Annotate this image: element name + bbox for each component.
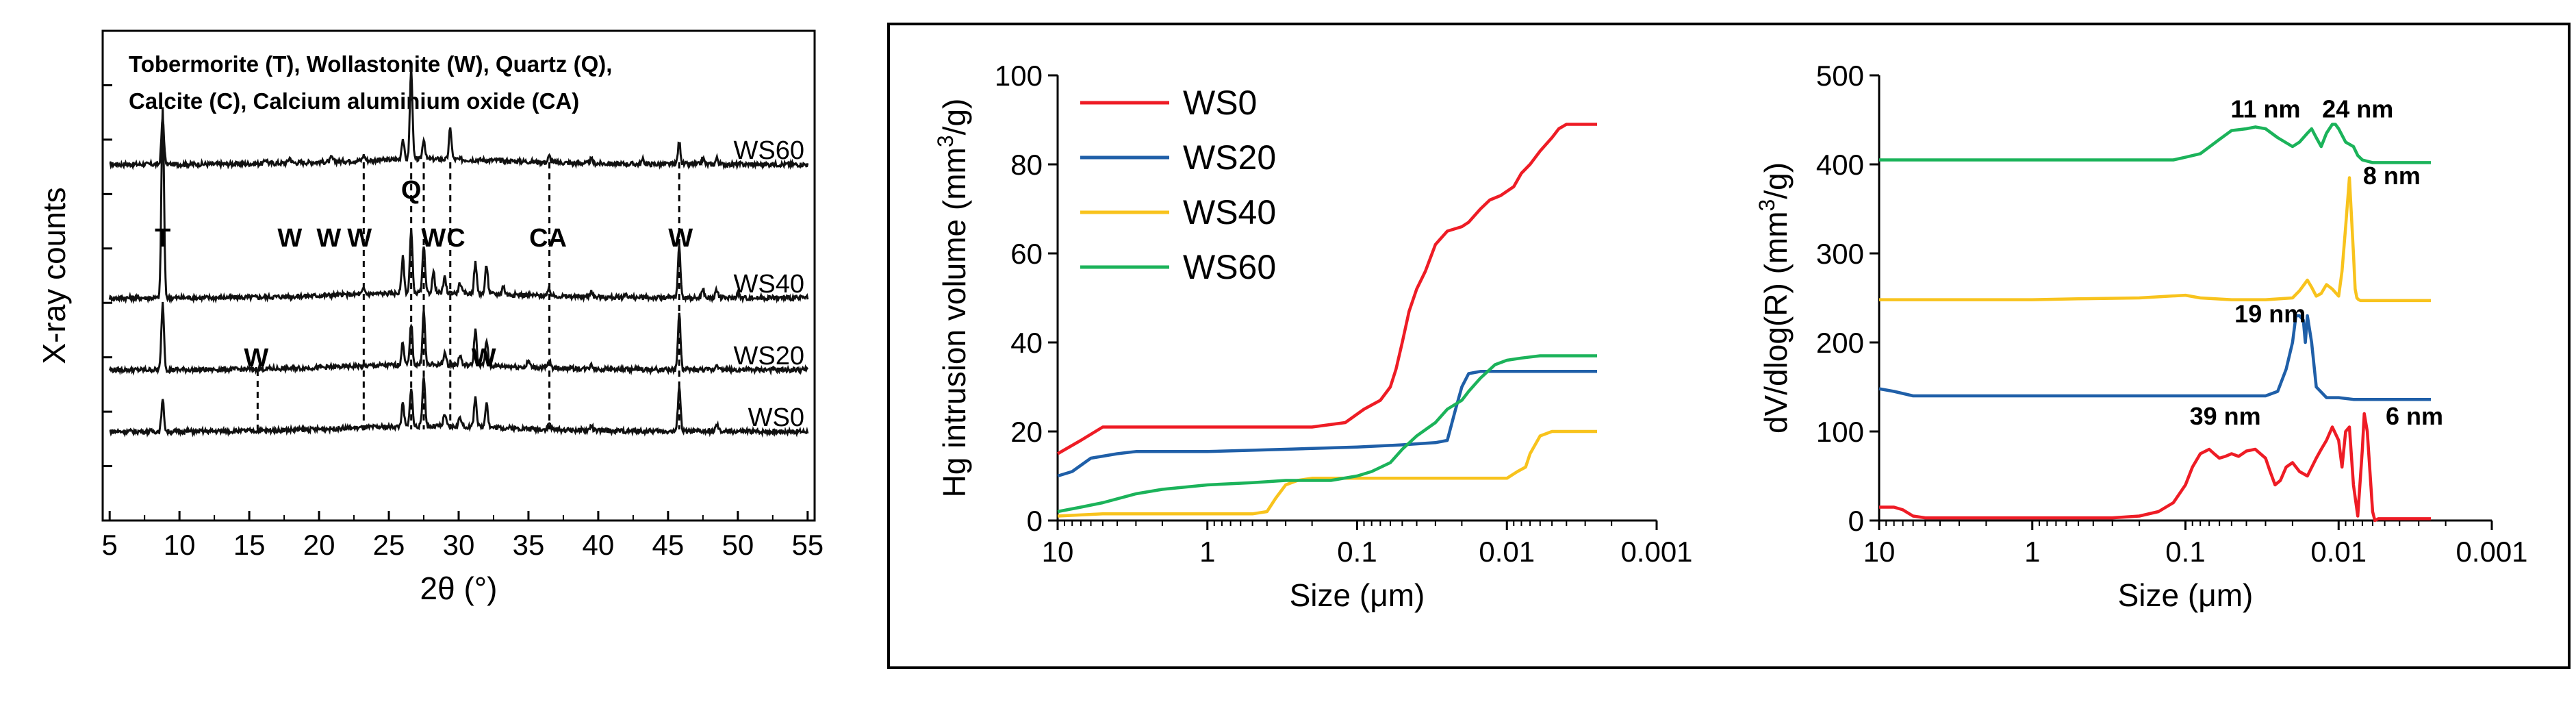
xrd-phase-marker-w: W: [668, 224, 693, 253]
xrd-x-tick-label: 25: [373, 529, 405, 561]
differential-x-tick-label: 1: [2024, 536, 2040, 568]
differential-y-tick-label: 300: [1816, 238, 1864, 270]
cumulative-y-tick-label: 40: [1010, 327, 1043, 359]
xrd-phase-marker-c: C: [446, 224, 465, 253]
differential-series-ws0: [1879, 412, 2431, 523]
xrd-x-tick-label: 10: [164, 529, 196, 561]
pore-size-annotation: 39 nm: [2190, 402, 2261, 430]
differential-y-axis-title-part: dV/dlog(R) (mm: [1758, 211, 1794, 434]
legend-label-ws20: WS20: [1183, 138, 1276, 177]
cumulative-x-tick-label: 0.01: [1479, 536, 1535, 568]
xrd-phase-marker-w: W: [421, 224, 446, 253]
differential-y-axis-title-part: /g): [1758, 162, 1794, 199]
right-panel-frame: [887, 23, 2571, 669]
pore-size-annotation: 11 nm: [2230, 95, 2300, 123]
pore-size-annotation: 6 nm: [2386, 402, 2443, 430]
xrd-sample-label-ws60: WS60: [734, 136, 804, 165]
differential-y-tick-label: 0: [1848, 505, 1864, 537]
cumulative-x-tick-label: 10: [1042, 536, 1074, 568]
xrd-pattern-ws20: [108, 301, 809, 376]
differential-pore-panel: 0 100 200 300 400 500 10 1 0.1 0.01 0.001 Size (μm)…: [1755, 60, 2528, 613]
xrd-phase-marker-w: W: [347, 224, 372, 253]
xrd-x-tick-label: 30: [443, 529, 475, 561]
cumulative-y-tick-label: 20: [1010, 416, 1043, 448]
xrd-pattern-ws0: [109, 377, 809, 438]
xrd-sample-label-ws20: WS20: [734, 342, 804, 371]
xrd-x-tick-label: 5: [102, 529, 118, 561]
pore-size-annotation: 8 nm: [2363, 162, 2421, 190]
cumulative-y-tick-label: 60: [1010, 238, 1043, 270]
differential-series-ws20: [1878, 314, 2431, 401]
cumulative-y-axis-title-part: Hg intrusion volume (mm: [936, 147, 972, 497]
cumulative-x-axis-title: Size (μm): [1290, 577, 1425, 613]
xrd-x-tick-label: 50: [722, 529, 754, 561]
xrd-phase-marker-w: W: [316, 224, 341, 253]
xrd-x-tick-label: 40: [583, 529, 615, 561]
cumulative-y-axis-title: Hg intrusion volume (mm3/g): [933, 99, 972, 498]
xrd-sample-label-ws40: WS40: [734, 270, 804, 299]
xrd-pattern-ws40: [108, 107, 809, 305]
cumulative-x-tick-label: 0.001: [1620, 536, 1692, 568]
pore-size-annotation: 19 nm: [2234, 300, 2306, 328]
differential-y-axis-title: dV/dlog(R) (mm3/g): [1755, 162, 1794, 434]
xrd-x-tick-label: 55: [791, 529, 824, 561]
xrd-x-tick-label: 45: [652, 529, 685, 561]
cumulative-series-ws40: [1057, 429, 1597, 518]
differential-x-tick-label: 0.001: [2456, 536, 2527, 568]
differential-y-tick-label: 400: [1816, 149, 1864, 181]
xrd-x-tick-label: 20: [303, 529, 335, 561]
legend-label-ws0: WS0: [1183, 84, 1257, 122]
differential-series-ws60: [1879, 123, 2431, 164]
legend-label-ws40: WS40: [1183, 193, 1276, 231]
xrd-legend-line: Calcite (C), Calcium aluminium oxide (CA…: [129, 88, 579, 114]
differential-x-tick-label: 10: [1863, 536, 1896, 568]
cumulative-x-tick-label: 1: [1199, 536, 1215, 568]
xrd-phase-marker-t: T: [155, 224, 170, 253]
cumulative-series-ws20: [1057, 370, 1597, 478]
xrd-phase-marker-w: W: [244, 344, 268, 373]
differential-y-tick-label: 100: [1816, 416, 1864, 448]
cumulative-y-axis-title-part: 3: [933, 135, 958, 147]
pore-size-annotation: 24 nm: [2322, 95, 2393, 123]
xrd-phase-marker-w: W: [472, 344, 496, 373]
xrd-phase-marker-w: W: [277, 224, 302, 253]
xrd-x-tick-label: 15: [233, 529, 266, 561]
differential-x-tick-label: 0.1: [2165, 536, 2205, 568]
xrd-x-tick-label: 35: [513, 529, 545, 561]
legend-label-ws60: WS60: [1183, 248, 1276, 286]
xrd-phase-marker-ca: CA: [529, 224, 567, 253]
differential-y-tick-label: 200: [1816, 327, 1864, 359]
cumulative-series-ws60: [1057, 354, 1597, 514]
cumulative-series-ws0: [1056, 123, 1597, 455]
differential-x-axis-title: Size (μm): [2118, 577, 2254, 613]
xrd-x-axis-title: 2θ (°): [420, 571, 498, 606]
xrd-y-axis-title: X-ray counts: [36, 187, 72, 364]
cumulative-intrusion-panel: 0 20 40 60 80 100 10 1 0.1 0.01 0.001 Size (μm) Hg i…: [933, 60, 1693, 613]
differential-y-axis-title-part: 3: [1755, 199, 1779, 212]
xrd-phase-marker-q: Q: [401, 176, 422, 205]
differential-y-tick-label: 500: [1816, 60, 1864, 92]
cumulative-y-axis-title-part: /g): [936, 99, 972, 136]
cumulative-x-tick-label: 0.1: [1337, 536, 1377, 568]
xrd-legend-line: Tobermorite (T), Wollastonite (W), Quart…: [129, 51, 612, 77]
xrd-sample-label-ws0: WS0: [748, 403, 804, 432]
xrd-panel: Tobermorite (T), Wollastonite (W), Quart…: [36, 29, 824, 606]
xrd-pattern-ws60: [109, 67, 809, 171]
differential-series-ws40: [1879, 176, 2431, 303]
cumulative-y-tick-label: 100: [995, 60, 1043, 92]
differential-x-tick-label: 0.01: [2310, 536, 2367, 568]
cumulative-y-tick-label: 80: [1010, 149, 1043, 181]
cumulative-y-tick-label: 0: [1027, 505, 1043, 537]
